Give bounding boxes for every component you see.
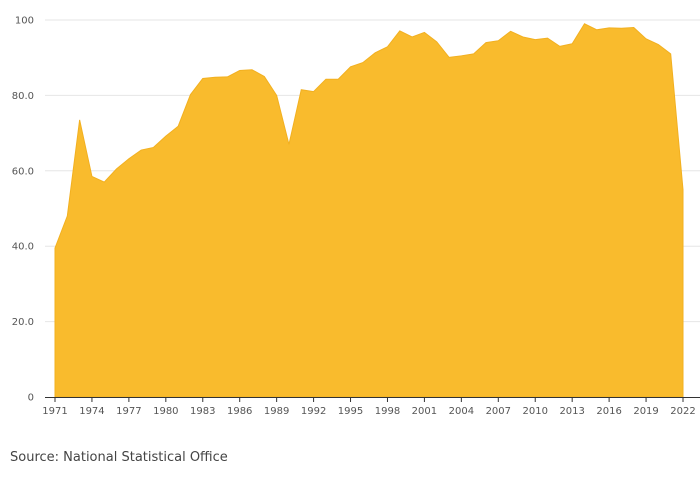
data-point bbox=[436, 41, 438, 43]
x-tick-label: 1986 bbox=[227, 406, 252, 417]
y-tick-label: 0 bbox=[28, 393, 34, 404]
data-point bbox=[522, 36, 524, 38]
data-point bbox=[115, 168, 117, 170]
data-point bbox=[534, 38, 536, 40]
data-point bbox=[682, 188, 684, 190]
data-point bbox=[423, 31, 425, 33]
x-tick-label: 2004 bbox=[449, 406, 474, 417]
x-tick-label: 1983 bbox=[190, 406, 215, 417]
data-point bbox=[460, 55, 462, 57]
data-point bbox=[152, 146, 154, 148]
data-point bbox=[300, 89, 302, 91]
data-point bbox=[226, 76, 228, 78]
y-tick-label: 100 bbox=[15, 16, 34, 27]
data-point bbox=[362, 61, 364, 63]
data-point bbox=[337, 78, 339, 80]
x-tick-label: 2001 bbox=[412, 406, 437, 417]
data-point bbox=[509, 30, 511, 32]
data-point bbox=[263, 75, 265, 77]
area-chart: 0 20.0 40.0 60.0 80.0 100 1971 1974 1977 1980 198… bbox=[12, 16, 700, 417]
y-tick-label: 80.0 bbox=[12, 91, 34, 102]
data-point bbox=[165, 135, 167, 137]
data-point bbox=[657, 43, 659, 45]
data-point bbox=[103, 181, 105, 183]
source-note: Source: National Statistical Office bbox=[10, 450, 228, 465]
data-point bbox=[497, 40, 499, 42]
data-point bbox=[66, 215, 68, 217]
data-point bbox=[214, 76, 216, 78]
y-tick-label: 60.0 bbox=[12, 166, 34, 177]
x-tick-label: 1992 bbox=[301, 406, 326, 417]
data-point bbox=[411, 36, 413, 38]
data-point bbox=[78, 119, 80, 121]
x-tick-label: 1998 bbox=[375, 406, 400, 417]
data-point bbox=[448, 56, 450, 58]
data-point bbox=[140, 149, 142, 151]
x-tick-label: 2007 bbox=[486, 406, 511, 417]
data-point bbox=[275, 94, 277, 96]
data-point bbox=[633, 26, 635, 28]
data-point bbox=[349, 66, 351, 68]
area-layer bbox=[54, 23, 684, 398]
data-point bbox=[608, 27, 610, 29]
x-tick-label: 2019 bbox=[633, 406, 658, 417]
data-point bbox=[312, 90, 314, 92]
y-axis-ticks: 0 20.0 40.0 60.0 80.0 100 bbox=[12, 16, 34, 404]
data-point bbox=[583, 23, 585, 25]
data-point bbox=[386, 46, 388, 48]
chart-container: 0 20.0 40.0 60.0 80.0 100 1971 1974 1977 1980 198… bbox=[12, 16, 700, 417]
y-tick-label: 40.0 bbox=[12, 242, 34, 253]
data-point bbox=[620, 27, 622, 29]
data-point bbox=[559, 45, 561, 47]
data-point bbox=[251, 69, 253, 71]
data-point bbox=[128, 158, 130, 160]
x-tick-label: 1977 bbox=[116, 406, 141, 417]
data-point bbox=[571, 43, 573, 45]
x-tick-label: 1995 bbox=[338, 406, 363, 417]
data-point bbox=[485, 41, 487, 43]
data-point bbox=[54, 247, 56, 249]
data-point bbox=[288, 143, 290, 145]
data-point bbox=[596, 29, 598, 31]
data-point bbox=[189, 93, 191, 95]
data-point bbox=[325, 78, 327, 80]
x-axis-ticks: 1971 1974 1977 1980 1983 1986 1989 1992 1995 1998… bbox=[42, 397, 696, 417]
data-point bbox=[177, 125, 179, 127]
data-point bbox=[546, 37, 548, 39]
x-tick-label: 1974 bbox=[79, 406, 104, 417]
x-tick-label: 1980 bbox=[153, 406, 178, 417]
data-point bbox=[202, 77, 204, 79]
data-point bbox=[91, 175, 93, 177]
area-series-0 bbox=[54, 23, 684, 398]
data-point bbox=[472, 53, 474, 55]
x-tick-label: 2010 bbox=[523, 406, 548, 417]
x-tick-label: 2016 bbox=[596, 406, 621, 417]
data-point bbox=[239, 69, 241, 71]
x-tick-label: 2022 bbox=[670, 406, 695, 417]
x-tick-label: 1989 bbox=[264, 406, 289, 417]
data-point bbox=[374, 52, 376, 54]
data-point bbox=[399, 30, 401, 32]
x-tick-label: 1971 bbox=[42, 406, 67, 417]
y-tick-label: 20.0 bbox=[12, 317, 34, 328]
data-point bbox=[645, 38, 647, 40]
data-point bbox=[669, 53, 671, 55]
x-tick-label: 2013 bbox=[559, 406, 584, 417]
